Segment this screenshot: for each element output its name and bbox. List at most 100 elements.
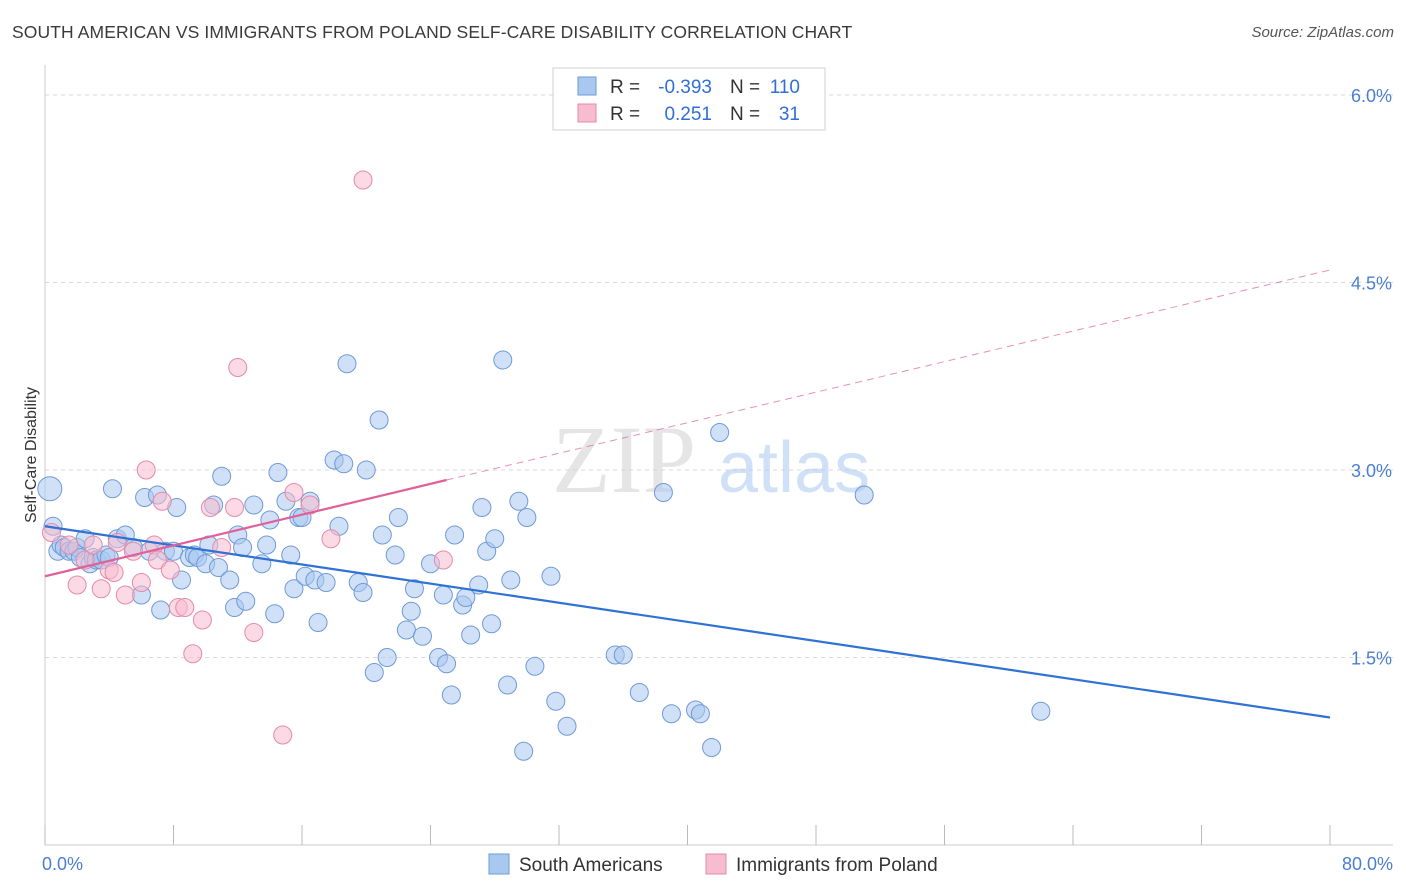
- point-south-americans-83: [461, 625, 481, 645]
- chart-title: SOUTH AMERICAN VS IMMIGRANTS FROM POLAND…: [12, 22, 853, 42]
- point-south-americans-41: [236, 591, 256, 611]
- point-south-americans-85: [472, 498, 492, 517]
- point-south-americans-65: [364, 663, 384, 682]
- y-tick-label-0: 1.5%: [1351, 649, 1392, 669]
- point-immigrants-from-poland-31: [433, 550, 453, 570]
- point-south-americans-50: [284, 579, 304, 599]
- trend-line-immigrants-from-poland: [44, 478, 447, 578]
- point-south-americans-102: [653, 483, 673, 502]
- point-immigrants-from-poland-4: [83, 535, 103, 555]
- point-south-americans-105: [690, 704, 710, 724]
- legend-r-value-1: -0.393: [658, 77, 712, 98]
- point-immigrants-from-poland-21: [200, 498, 220, 517]
- point-immigrants-from-poland-5: [91, 579, 111, 599]
- y-axis-label: Self-Care Disability: [23, 387, 40, 523]
- legend-r-label-1: R =: [610, 77, 640, 98]
- y-tick-label-1: 3.0%: [1351, 461, 1392, 481]
- point-south-americans-71: [396, 620, 416, 640]
- point-south-americans-68: [377, 648, 397, 667]
- series-south-americans: [37, 350, 1051, 761]
- legend-n-value-2: 31: [779, 104, 800, 125]
- point-immigrants-from-poland-29: [321, 529, 341, 549]
- legend-n-value-1: 110: [770, 77, 800, 98]
- point-immigrants-from-poland-2: [67, 575, 87, 595]
- point-south-americans-88: [485, 529, 505, 549]
- watermark-atlas: atlas: [718, 428, 870, 508]
- legend-box: [552, 67, 826, 131]
- point-south-americans-103: [661, 704, 681, 724]
- point-south-americans-69: [385, 545, 405, 565]
- bottom-legend-swatch-pink: [705, 853, 727, 875]
- point-south-americans-101: [629, 683, 649, 702]
- point-south-americans-92: [509, 491, 529, 511]
- point-south-americans-107: [710, 423, 730, 442]
- point-immigrants-from-poland-7: [104, 563, 124, 582]
- point-south-americans-57: [316, 573, 336, 592]
- trend-line-south-americans: [44, 525, 1331, 719]
- source-label: Source: ZipAtlas.com: [1251, 24, 1394, 41]
- point-immigrants-from-poland-26: [273, 725, 293, 745]
- point-south-americans-74: [412, 626, 432, 646]
- point-south-americans-70: [388, 508, 408, 527]
- point-south-americans-98: [557, 716, 577, 736]
- point-south-americans-95: [525, 656, 545, 676]
- point-immigrants-from-poland-27: [284, 483, 304, 502]
- point-south-americans-67: [372, 525, 392, 545]
- point-south-americans-91: [501, 570, 521, 590]
- point-south-americans-60: [334, 454, 354, 474]
- point-south-americans-56: [308, 613, 328, 632]
- point-south-americans-47: [268, 463, 288, 482]
- point-south-americans-109: [1031, 701, 1051, 721]
- point-south-americans-61: [337, 354, 357, 374]
- point-south-americans-78: [437, 654, 457, 674]
- point-south-americans-42: [244, 495, 264, 515]
- trend-extension-immigrants-from-poland: [446, 269, 1331, 481]
- point-south-americans-106: [702, 738, 722, 757]
- point-south-americans-93: [514, 741, 534, 761]
- bottom-legend-label-pink: Immigrants from Poland: [736, 855, 938, 876]
- point-south-americans-66: [369, 410, 389, 430]
- point-immigrants-from-poland-19: [183, 644, 203, 664]
- point-immigrants-from-poland-24: [228, 358, 248, 377]
- point-south-americans-79: [441, 685, 461, 705]
- point-immigrants-from-poland-15: [152, 491, 172, 511]
- bottom-legend: South Americans Immigrants from Poland: [488, 853, 938, 876]
- watermark-zip: ZIP: [552, 406, 696, 513]
- point-south-americans-80: [445, 525, 465, 545]
- legend-r-value-2: 0.251: [664, 104, 712, 125]
- point-immigrants-from-poland-20: [192, 610, 212, 630]
- legend-r-label-2: R =: [610, 104, 640, 125]
- point-immigrants-from-poland-28: [300, 495, 320, 515]
- point-immigrants-from-poland-11: [131, 573, 151, 592]
- y-tick-labels: 1.5% 3.0% 4.5% 6.0%: [1351, 86, 1392, 669]
- point-south-americans-35: [208, 558, 228, 577]
- legend-swatch-blue: [577, 76, 597, 96]
- point-south-americans-16: [102, 479, 122, 499]
- point-south-americans-90: [498, 675, 518, 695]
- point-south-americans-64: [356, 460, 376, 480]
- point-south-americans-36: [212, 466, 232, 486]
- point-south-americans-37: [220, 570, 240, 590]
- point-immigrants-from-poland-1: [59, 535, 79, 555]
- point-south-americans-46: [265, 604, 285, 624]
- point-south-americans-87: [482, 614, 502, 634]
- point-immigrants-from-poland-12: [136, 460, 156, 480]
- point-south-americans-89: [493, 350, 513, 370]
- x-tick-labels: 0.0% 80.0%: [42, 854, 1393, 874]
- point-south-americans-24: [151, 600, 171, 620]
- point-immigrants-from-poland-16: [160, 560, 180, 580]
- bottom-legend-swatch-blue: [488, 853, 510, 875]
- point-immigrants-from-poland-23: [225, 498, 245, 517]
- trend-lines: [44, 269, 1331, 719]
- x-tick-label-0: 0.0%: [42, 854, 83, 874]
- y-tick-label-2: 4.5%: [1351, 274, 1392, 294]
- grid-lines: [45, 94, 1393, 658]
- point-south-americans-49: [281, 545, 301, 565]
- axes: [44, 65, 1393, 846]
- point-south-americans-44: [257, 535, 277, 555]
- point-south-americans-63: [353, 583, 373, 602]
- bottom-legend-label-blue: South Americans: [519, 855, 663, 876]
- point-south-americans-96: [541, 566, 561, 586]
- point-south-americans-108: [854, 485, 874, 505]
